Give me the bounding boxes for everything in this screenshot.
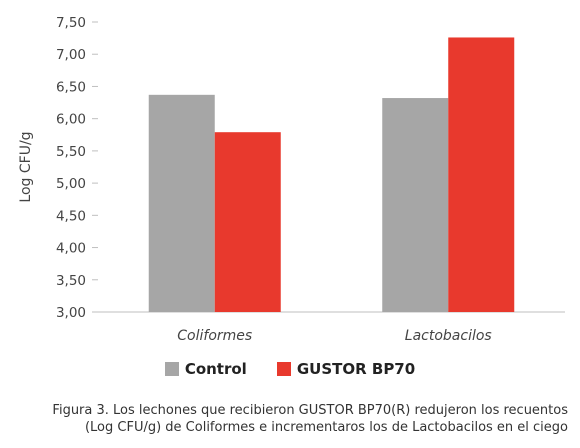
bar-control-lactobacilos: [382, 98, 449, 313]
caption-line-2: (Log CFU/g) de Coliformes e incrementaro…: [84, 420, 568, 435]
legend-item-control: Control: [164, 360, 247, 378]
y-tick-label: 7,00: [56, 47, 86, 63]
y-axis-label: Log CFU/g: [18, 131, 34, 202]
legend-label-control: Control: [184, 360, 247, 378]
figure-caption: Figura 3. Los lechones que recibieron GU…: [8, 402, 568, 436]
y-tick-label: 6,50: [56, 79, 86, 95]
bar-gustor-bp70-coliformes: [214, 132, 281, 312]
legend: Control GUSTOR BP70: [0, 360, 580, 378]
y-tick-label: 4,50: [56, 208, 86, 224]
bars: [148, 37, 515, 313]
y-tick-label: 5,00: [56, 176, 86, 192]
caption-line-1: Figura 3. Los lechones que recibieron GU…: [52, 403, 568, 418]
category-label-lactobacilos: Lactobacilos: [405, 328, 492, 344]
y-tick-label: 5,50: [56, 144, 86, 160]
bar-control-coliformes: [148, 94, 215, 312]
legend-swatch-control: [164, 362, 179, 376]
category-label-coliformes: Coliformes: [177, 328, 252, 344]
bar-gustor-bp70-lactobacilos: [448, 37, 515, 312]
y-axis-ticks: 3,00 3,50 4,00 4,50 5,00 5,50 6,00 6,50 7,00 7,50: [56, 15, 98, 321]
y-tick-label: 3,00: [56, 305, 86, 321]
category-labels: Coliformes Lactobacilos: [177, 328, 491, 344]
bar-chart: 3,00 3,50 4,00 4,50 5,00 5,50 6,00 6,50 7,00 7,50…: [18, 15, 565, 344]
y-tick-label: 4,00: [56, 241, 86, 257]
legend-label-gustor: GUSTOR BP70: [296, 360, 416, 378]
y-tick-label: 6,00: [56, 112, 86, 128]
legend-swatch-gustor: [276, 362, 291, 376]
legend-item-gustor: GUSTOR BP70: [276, 360, 416, 378]
y-tick-label: 7,50: [56, 15, 86, 31]
y-tick-label: 3,50: [56, 273, 86, 289]
